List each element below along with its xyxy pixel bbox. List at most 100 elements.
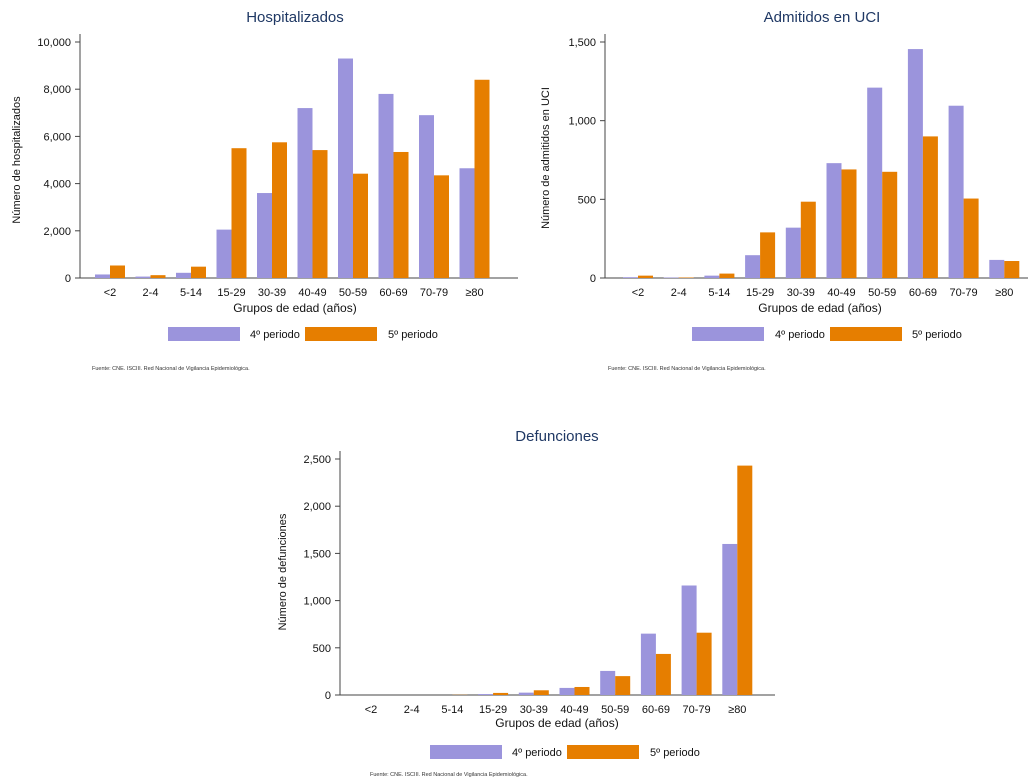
bar-5-periodo xyxy=(737,465,753,695)
bar-5-periodo xyxy=(150,275,166,278)
bar-4-periodo xyxy=(681,585,697,695)
x-axis-label: Grupos de edad (años) xyxy=(233,301,356,315)
bar-5-periodo xyxy=(353,173,368,278)
x-tick-label: 5-14 xyxy=(708,287,730,299)
x-tick-label: <2 xyxy=(632,287,645,299)
bar-5-periodo xyxy=(110,265,125,278)
y-tick-label: 1,000 xyxy=(568,116,596,128)
bar-4-periodo xyxy=(704,275,720,278)
x-tick-label: 50-59 xyxy=(601,704,629,716)
bar-5-periodo xyxy=(719,273,735,278)
x-axis-label: Grupos de edad (años) xyxy=(495,716,618,730)
x-tick-label: ≥80 xyxy=(465,287,483,299)
y-tick-label: 500 xyxy=(578,194,596,206)
legend-label-4-periodo: 4º periodo xyxy=(775,329,825,341)
bar-4-periodo xyxy=(722,543,738,695)
chart-defunciones: Defunciones Número de defunciones Grupos… xyxy=(277,428,775,778)
bar-4-periodo xyxy=(989,259,1005,278)
y-tick-label: 8,000 xyxy=(43,84,71,96)
bar-5-periodo xyxy=(841,169,857,278)
bar-5-periodo xyxy=(272,142,287,278)
chart-title: Admitidos en UCI xyxy=(764,9,881,26)
bar-5-periodo xyxy=(922,136,938,278)
bar-4-periodo xyxy=(338,58,353,278)
y-tick-label: 6,000 xyxy=(43,131,71,143)
bar-4-periodo xyxy=(948,105,964,278)
x-tick-label: 2-4 xyxy=(404,704,420,716)
y-axis-label: Número de admitidos en UCI xyxy=(540,87,552,229)
bar-5-periodo xyxy=(760,232,776,278)
bar-5-periodo xyxy=(655,653,671,695)
x-tick-label: 15-29 xyxy=(217,287,245,299)
x-tick-label: 30-39 xyxy=(787,287,815,299)
legend: 4º periodo 5º periodo xyxy=(430,745,700,759)
bar-4-periodo xyxy=(907,49,923,278)
x-tick-label: 70-79 xyxy=(683,704,711,716)
bar-5-periodo xyxy=(800,201,816,278)
x-tick-label: 15-29 xyxy=(479,704,507,716)
bar-5-periodo xyxy=(474,79,490,278)
x-tick-label: 60-69 xyxy=(379,287,407,299)
bar-5-periodo xyxy=(231,148,247,278)
x-tick-label: ≥80 xyxy=(728,704,746,716)
bar-4-periodo xyxy=(623,277,638,278)
y-tick-label: 10,000 xyxy=(37,37,71,49)
legend-label-5-periodo: 5º periodo xyxy=(388,329,438,341)
bar-5-periodo xyxy=(882,171,898,278)
x-tick-label: 60-69 xyxy=(909,287,937,299)
bar-4-periodo xyxy=(867,87,883,278)
legend-label-5-periodo: 5º periodo xyxy=(650,747,700,759)
x-tick-label: 30-39 xyxy=(520,704,548,716)
bar-5-periodo xyxy=(191,266,206,278)
legend: 4º periodo 5º periodo xyxy=(168,327,438,341)
source-note: Fuente: CNE. ISCIII. Red Nacional de Vig… xyxy=(92,366,250,372)
legend-swatch-5-periodo xyxy=(567,745,639,759)
legend-swatch-4-periodo xyxy=(168,327,240,341)
x-tick-label: 50-59 xyxy=(868,287,896,299)
y-tick-label: 1,500 xyxy=(568,37,596,49)
y-tick-label: 2,000 xyxy=(303,501,331,513)
y-tick-label: 2,500 xyxy=(303,454,331,466)
legend-swatch-4-periodo xyxy=(430,745,502,759)
legend-swatch-5-periodo xyxy=(830,327,902,341)
x-tick-label: 40-49 xyxy=(827,287,855,299)
y-tick-label: 1,000 xyxy=(303,596,331,608)
y-axis-label: Número de hospitalizados xyxy=(11,96,23,224)
source-note: Fuente: CNE. ISCIII. Red Nacional de Vig… xyxy=(608,366,766,372)
bar-5-periodo xyxy=(434,175,449,278)
bar-5-periodo xyxy=(638,275,653,278)
bar-5-periodo xyxy=(533,690,549,695)
bar-4-periodo xyxy=(600,670,616,695)
bar-5-periodo xyxy=(1004,261,1020,278)
y-axis-label: Número de defunciones xyxy=(277,513,289,630)
chart-admitidos-uci: Admitidos en UCI Número de admitidos en … xyxy=(540,9,1028,372)
bar-4-periodo xyxy=(419,115,434,278)
bar-4-periodo xyxy=(176,272,191,278)
bar-5-periodo xyxy=(493,692,509,695)
bar-4-periodo xyxy=(640,633,656,695)
bar-5-periodo xyxy=(615,676,631,695)
bar-4-periodo xyxy=(378,93,394,278)
bar-4-periodo xyxy=(135,276,151,278)
x-tick-label: 15-29 xyxy=(746,287,774,299)
x-tick-label: 30-39 xyxy=(258,287,286,299)
y-tick-label: 0 xyxy=(325,690,331,702)
bar-4-periodo xyxy=(518,692,534,695)
x-tick-label: 60-69 xyxy=(642,704,670,716)
legend-swatch-5-periodo xyxy=(305,327,377,341)
bar-4-periodo xyxy=(745,255,761,278)
bar-4-periodo xyxy=(478,694,494,695)
x-tick-label: <2 xyxy=(104,287,117,299)
x-axis-label: Grupos de edad (años) xyxy=(758,301,881,315)
bar-5-periodo xyxy=(963,198,979,278)
x-tick-label: 40-49 xyxy=(298,287,326,299)
source-note: Fuente: CNE. ISCIII. Red Nacional de Vig… xyxy=(370,772,528,778)
x-tick-label: 5-14 xyxy=(441,704,463,716)
y-tick-label: 4,000 xyxy=(43,179,71,191)
x-tick-label: 50-59 xyxy=(339,287,367,299)
chart-hospitalizados: Hospitalizados Número de hospitalizados … xyxy=(11,9,518,372)
x-tick-label: 70-79 xyxy=(950,287,978,299)
bar-5-periodo xyxy=(393,151,409,278)
bar-5-periodo xyxy=(312,150,328,278)
